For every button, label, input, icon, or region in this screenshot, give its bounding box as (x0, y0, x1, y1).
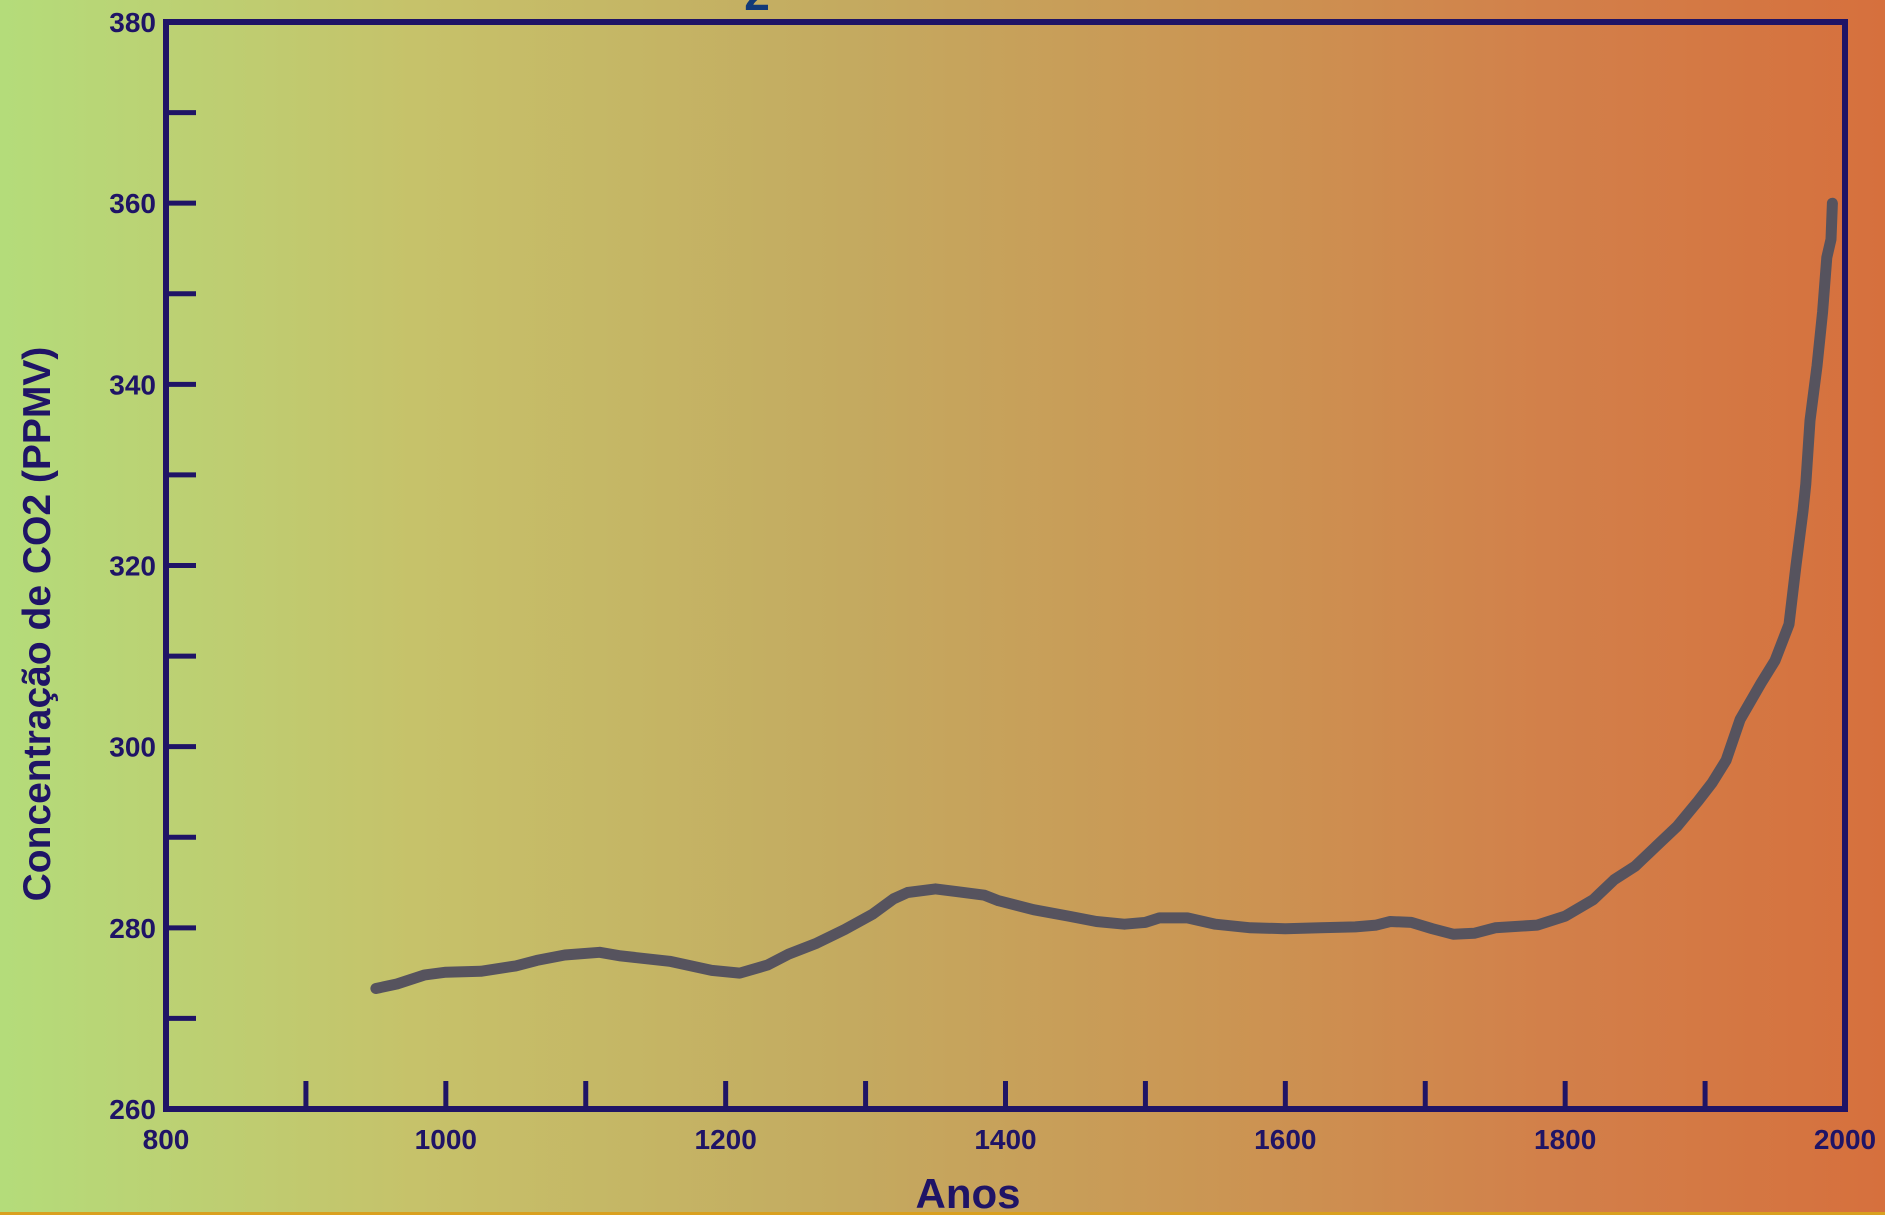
x-tick-label-2000: 2000 (1814, 1124, 1876, 1155)
x-tick-label-1000: 1000 (415, 1124, 477, 1155)
x-axis-title: Anos (916, 1170, 1021, 1215)
x-tick-label-1800: 1800 (1534, 1124, 1596, 1155)
x-tick-label-1200: 1200 (695, 1124, 757, 1155)
tick-labels: 260 280 300 320 340 360 380 800 1000 1200 1400 1600… (109, 7, 1876, 1155)
x-tick-label-1400: 1400 (974, 1124, 1036, 1155)
y-tick-label-320: 320 (109, 551, 156, 582)
y-axis-title: Concentração de CO2 (PPMV) (16, 347, 59, 902)
plot-frame (163, 19, 1848, 1112)
title-fragment: 2 (744, 0, 770, 20)
y-tick-label-300: 300 (109, 732, 156, 763)
x-tick-label-1600: 1600 (1254, 1124, 1316, 1155)
axis-ticks (166, 110, 1708, 1109)
bottom-border-strip (0, 1212, 1885, 1215)
y-tick-label-340: 340 (109, 369, 156, 400)
y-tick-label-280: 280 (109, 913, 156, 944)
co2-series-line (370, 197, 1838, 994)
y-tick-label-360: 360 (109, 188, 156, 219)
x-tick-label-800: 800 (143, 1124, 190, 1155)
y-tick-label-260: 260 (109, 1094, 156, 1125)
y-tick-label-380: 380 (109, 7, 156, 38)
